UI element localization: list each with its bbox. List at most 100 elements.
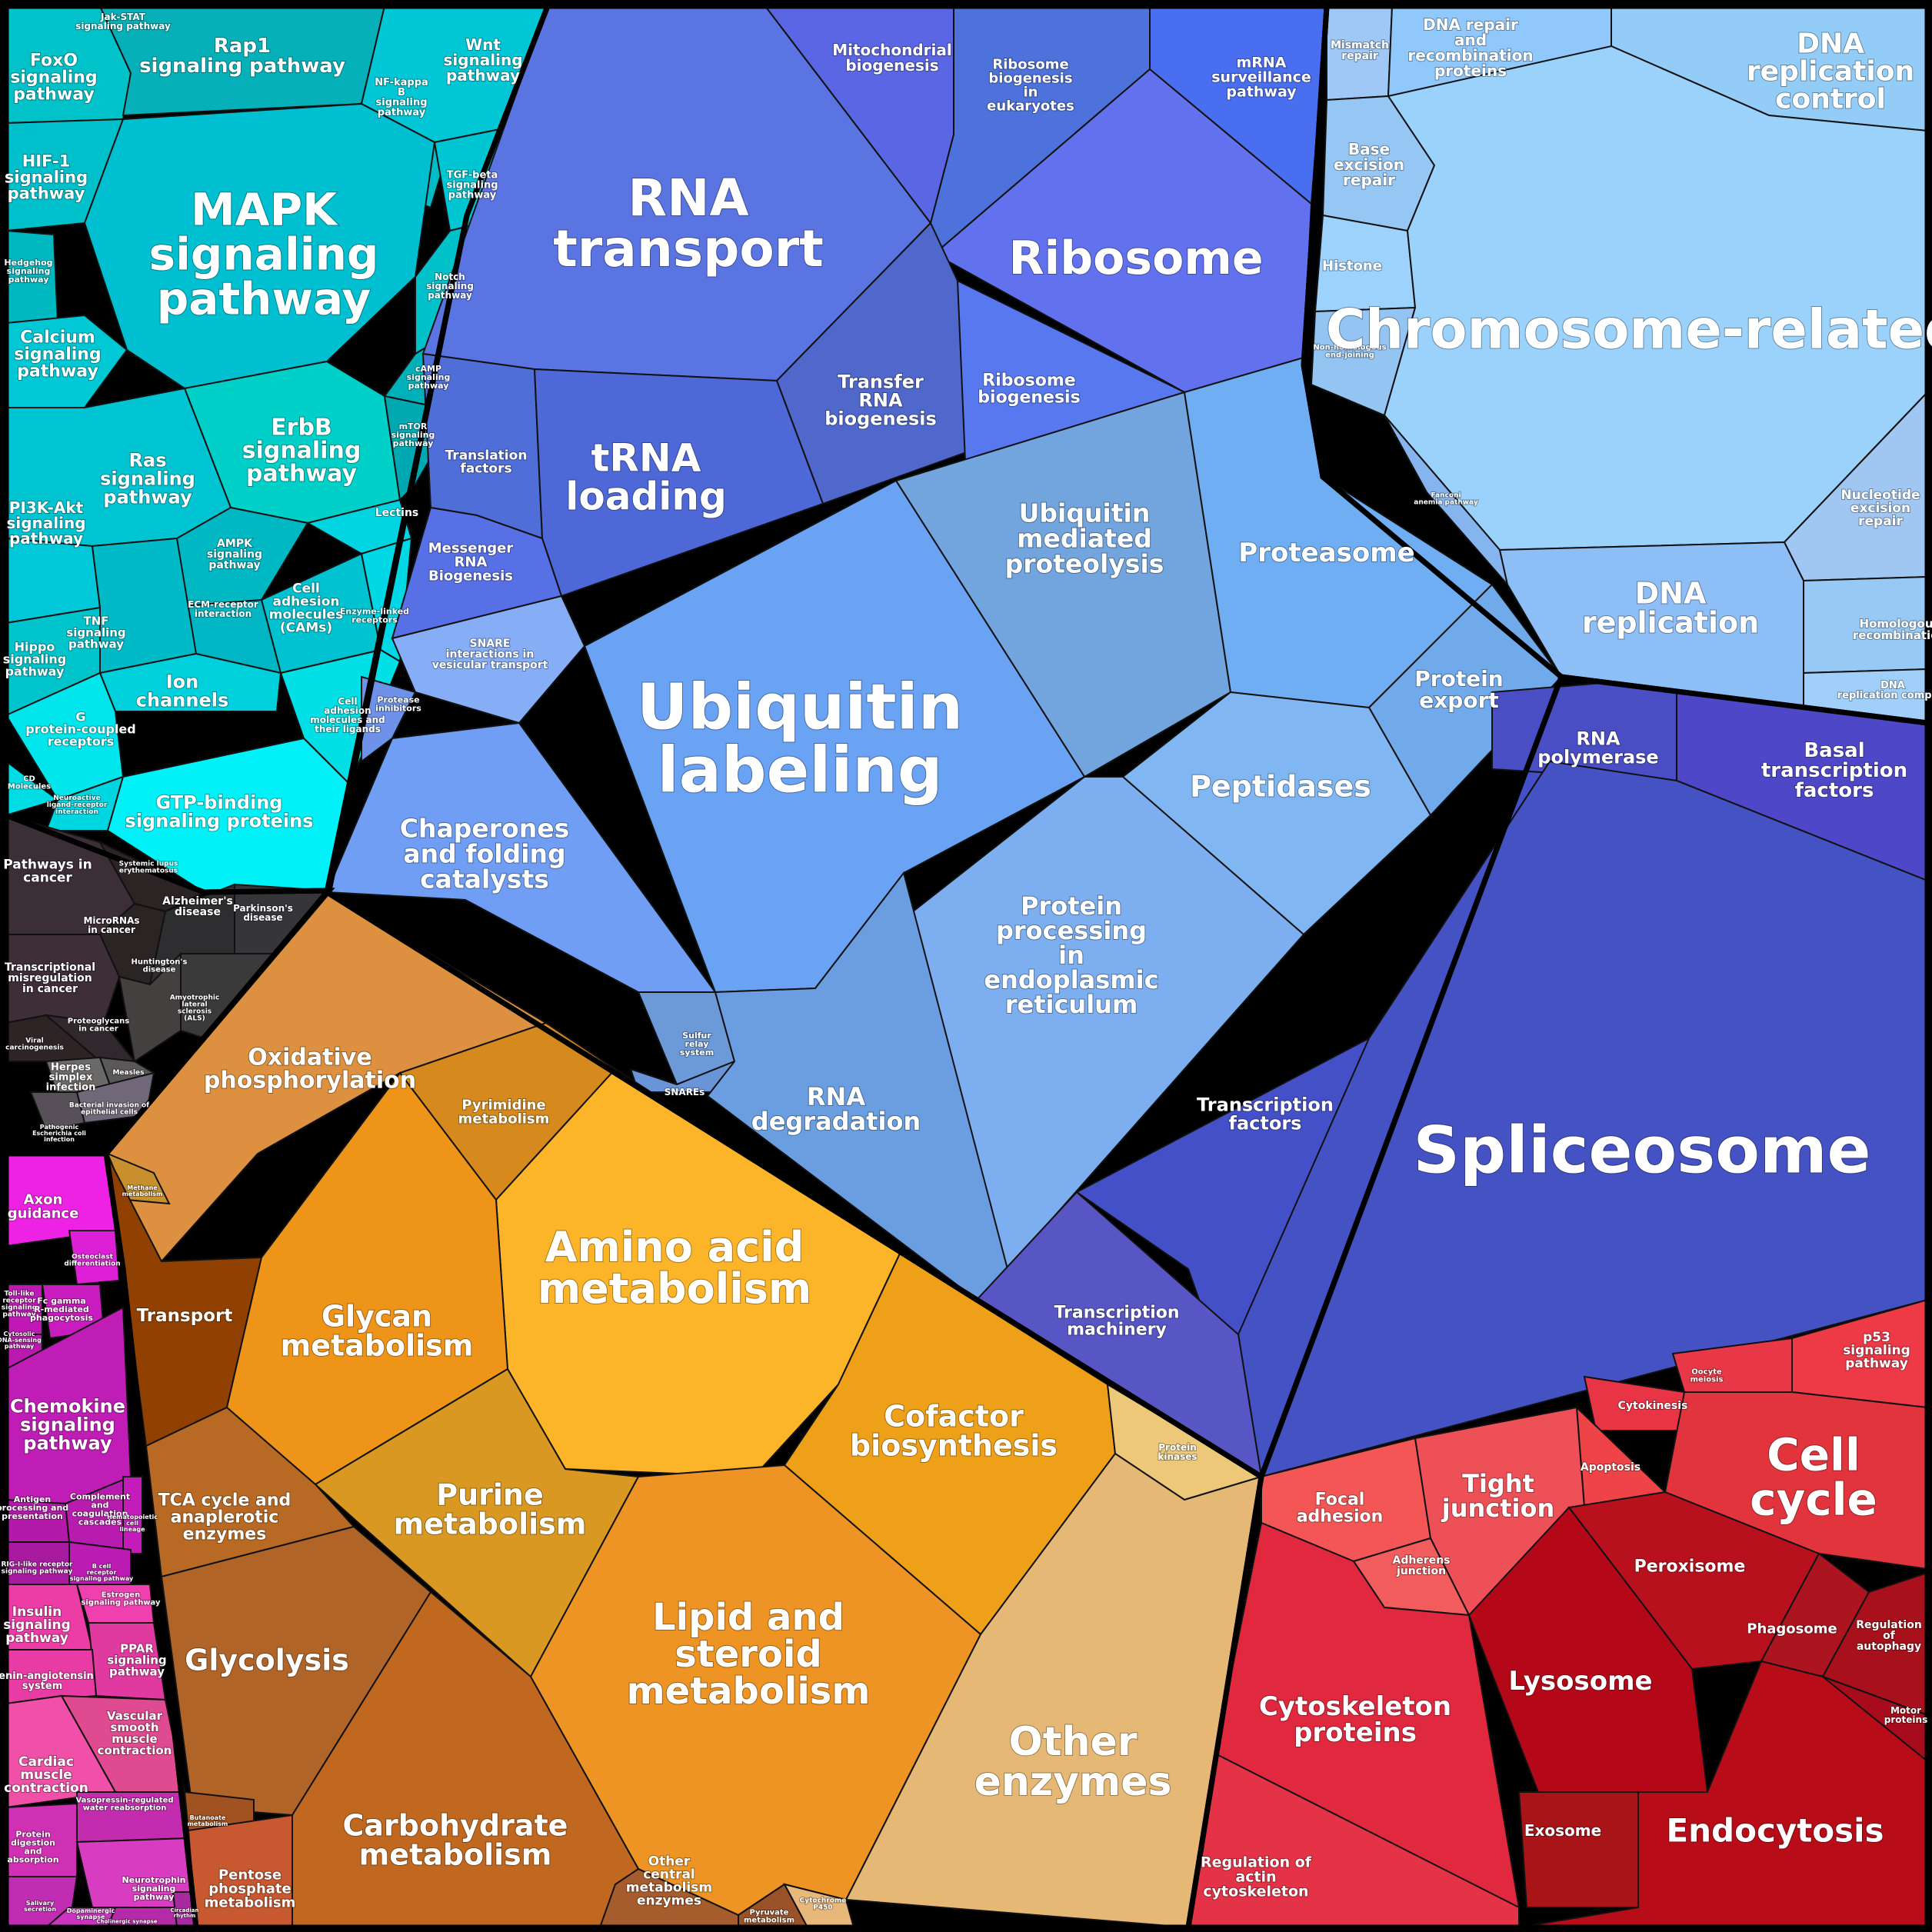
label-mrna-surveillance-pathway: mRNA surveillance pathway (1211, 55, 1311, 101)
label-antigen-processing-and-presentation: Antigen processing and presentation (0, 1494, 68, 1521)
cell-lysosome[interactable] (1467, 1506, 1709, 1793)
label-transcriptional-misregulation-in-cancer: Transcriptional misregulation in cancer (5, 961, 95, 995)
label-renin-angiotensin-system: Renin-angiotensin system (0, 1671, 94, 1692)
label-glycolysis: Glycolysis (185, 1643, 349, 1677)
cell-snare-interactions-in-vesicular-transport[interactable] (391, 595, 586, 724)
label-tgf-beta-signaling-pathway: TGF-beta signaling pathway (447, 170, 498, 202)
label-base-excision-repair: Base excision repair (1334, 140, 1404, 189)
label-herpes-simplex-infection: Herpes simplex infection (46, 1062, 96, 1094)
label-protein-processing-in-endoplasmic-reticulum: Protein processing in endoplasmic reticulum (984, 891, 1158, 1019)
label-proteasome: Proteasome (1238, 538, 1414, 568)
label-cytoskeleton-proteins: Cytoskeleton proteins (1259, 1691, 1451, 1748)
label-camp-signaling-pathway: cAMP signaling pathway (407, 364, 451, 391)
label-dna-replication-control: DNA replication control (1747, 28, 1914, 115)
cell-exosome[interactable] (1517, 1791, 1639, 1908)
label-vasopressin-regulated-water-reabsorption: Vasopressin-regulated water reabsorption (75, 1797, 173, 1813)
label-spliceosome: Spliceosome (1414, 1112, 1871, 1188)
label-pathways-in-cancer: Pathways in cancer (3, 857, 92, 885)
label-erbb-signaling-pathway: ErbB signaling pathway (242, 415, 361, 488)
label-nucleotide-excision-repair: Nucleotide excision repair (1840, 488, 1920, 529)
cell-pathogenic-escherichia-coli-infection[interactable] (29, 1091, 86, 1132)
label-foxo-signaling-pathway: FoxO signaling pathway (10, 52, 97, 105)
label-fanconi-anemia-pathway: Fanconi anemia pathway (1414, 492, 1478, 507)
label-butanoate-metabolism: Butanoate metabolism (188, 1814, 228, 1827)
label-transcription-factors: Transcription factors (1197, 1094, 1334, 1134)
label-ppar-signaling-pathway: PPAR signaling pathway (107, 1641, 166, 1678)
label-ribosome-biogenesis-in-eukaryotes: Ribosome biogenesis in eukaryotes (987, 56, 1074, 114)
cell-hematopoietic-cell-lineage[interactable] (122, 1476, 143, 1554)
label-snare-interactions-in-vesicular-transport: SNARE interactions in vesicular transport (432, 638, 548, 671)
label-dopaminergic-synapse: Dopaminergic synapse (67, 1907, 115, 1920)
label-calcium-signaling-pathway: Calcium signaling pathway (14, 328, 101, 381)
label-cd-molecules: CD Molecules (8, 775, 51, 791)
label-hematopoietic-cell-lineage: Hematopoietic cell lineage (107, 1514, 158, 1533)
label-cofactor-biosynthesis: Cofactor biosynthesis (850, 1399, 1058, 1462)
group-cellular-processes (1184, 674, 1930, 1930)
label-neurotrophin-signaling-pathway: Neurotrophin signaling pathway (122, 1875, 185, 1902)
label-ampk-signaling-pathway: AMPK signaling pathway (207, 538, 262, 571)
cell-g-protein-coupled-receptors[interactable] (5, 671, 125, 801)
label-adherens-junction: Adherens junction (1392, 1554, 1450, 1577)
label-protein-digestion-and-absorption: Protein digestion and absorption (7, 1829, 58, 1864)
label-snares: SNAREs (665, 1087, 705, 1098)
cell-tca-cycle-and-anaplerotic-enzymes[interactable] (145, 1406, 355, 1578)
label-chaperones-and-folding-catalysts: Chaperones and folding catalysts (400, 814, 569, 894)
label-hedgehog-signaling-pathway: Hedgehog signaling pathway (4, 258, 52, 285)
cell-messenger-rna-biogenesis[interactable] (391, 506, 563, 640)
label-non-homologous-end-joining: Non-homologous end-joining (1313, 344, 1386, 360)
label-trna-loading: tRNA loading (565, 436, 727, 519)
label-messenger-rna-biogenesis: Messenger RNA Biogenesis (428, 540, 514, 584)
label-other-central-metabolism-enzymes: Other central metabolism enzymes (626, 1854, 712, 1908)
label-bacterial-invasion-of-epithelial-cells: Bacterial invasion of epithelial cells (69, 1102, 149, 1117)
treemap-labels: Jak-STAT signaling pathway FoxO signaling pa… (0, 11, 1932, 1925)
label-jak-stat-signaling-pathway: Jak-STAT signaling pathway (75, 12, 171, 32)
label-cytosolic-dna-sensing-pathway: Cytosolic DNA-sensing pathway (0, 1331, 42, 1350)
label-focal-adhesion: Focal adhesion (1297, 1491, 1384, 1527)
label-motor-proteins: Motor proteins (1884, 1705, 1927, 1725)
label-mismatch-repair: Mismatch repair (1331, 39, 1389, 62)
label-cardiac-muscle-contraction: Cardiac muscle contraction (4, 1754, 88, 1796)
treemap-cells (5, 5, 1928, 1929)
label-notch-signaling-pathway: Notch signaling pathway (426, 271, 474, 301)
label-cell-adhesion-molecules-cams: Cell adhesion molecules (CAMs) (269, 581, 343, 635)
label-alzheimer-s-disease: Alzheimer's disease (162, 895, 233, 918)
label-chromosome-related: Chromosome-related (1326, 298, 1932, 361)
label-ecm-receptor-interaction: ECM-receptor interaction (188, 599, 258, 619)
label-apoptosis: Apoptosis (1581, 1461, 1641, 1474)
label-gtp-binding-signaling-proteins: GTP-binding signaling proteins (125, 791, 314, 831)
label-other-enzymes: Other enzymes (974, 1719, 1172, 1805)
label-histone: Histone (1322, 258, 1382, 274)
label-rap1-signaling-pathway: Rap1 signaling pathway (139, 35, 345, 78)
label-pentose-phosphate-metabolism: Pentose phosphate metabolism (205, 1867, 296, 1910)
label-amyotrophic-lateral-sclerosis-als: Amyotrophic lateral sclerosis (ALS) (170, 994, 220, 1023)
label-b-cell-receptor-signaling-pathway: B cell receptor signaling pathway (70, 1563, 134, 1582)
label-complement-and-coagulation-cascades: Complement and coagulation cascades (70, 1491, 130, 1527)
cell-trna-loading[interactable] (533, 368, 824, 598)
label-huntington-s-disease: Huntington's disease (132, 958, 188, 974)
cell-purine-metabolism[interactable] (314, 1367, 640, 1678)
label-p53-signaling-pathway: p53 signaling pathway (1843, 1330, 1910, 1371)
label-purine-metabolism: Purine metabolism (394, 1477, 587, 1541)
label-exosome: Exosome (1524, 1821, 1601, 1840)
label-ion-channels: Ion channels (136, 671, 228, 711)
cell-osteoclast-differentiation[interactable] (68, 1230, 121, 1286)
label-ribosome: Ribosome (1008, 232, 1263, 285)
label-basal-transcription-factors: Basal transcription factors (1761, 739, 1907, 802)
label-cytochrome-p450: Cytochrome P450 (800, 1897, 847, 1912)
label-pyrimidine-metabolism: Pyrimidine metabolism (458, 1097, 550, 1127)
label-viral-carcinogenesis: Viral carcinogenesis (5, 1038, 64, 1052)
label-protease-inhibitors: Protease inhibitors (375, 695, 421, 713)
label-pi3k-akt-signaling-pathway: PI3K-Akt signaling pathway (6, 498, 85, 548)
label-tight-junction: Tight junction (1441, 1469, 1555, 1523)
label-lysosome: Lysosome (1508, 1666, 1652, 1697)
group-borders (3, 3, 1930, 1930)
label-insulin-signaling-pathway: Insulin signaling pathway (3, 1604, 71, 1646)
label-ribosome-biogenesis: Ribosome biogenesis (978, 371, 1080, 408)
label-carbohydrate-metabolism: Carbohydrate metabolism (343, 1808, 568, 1871)
label-ubiquitin-labeling: Ubiquitin labeling (637, 671, 963, 808)
label-mtor-signaling-pathway: mTOR signaling pathway (391, 421, 435, 448)
cell-tnf-signaling-pathway[interactable] (91, 537, 198, 675)
label-sulfur-relay-system: Sulfur relay system (680, 1031, 714, 1058)
label-chemokine-signaling-pathway: Chemokine signaling pathway (10, 1395, 125, 1454)
